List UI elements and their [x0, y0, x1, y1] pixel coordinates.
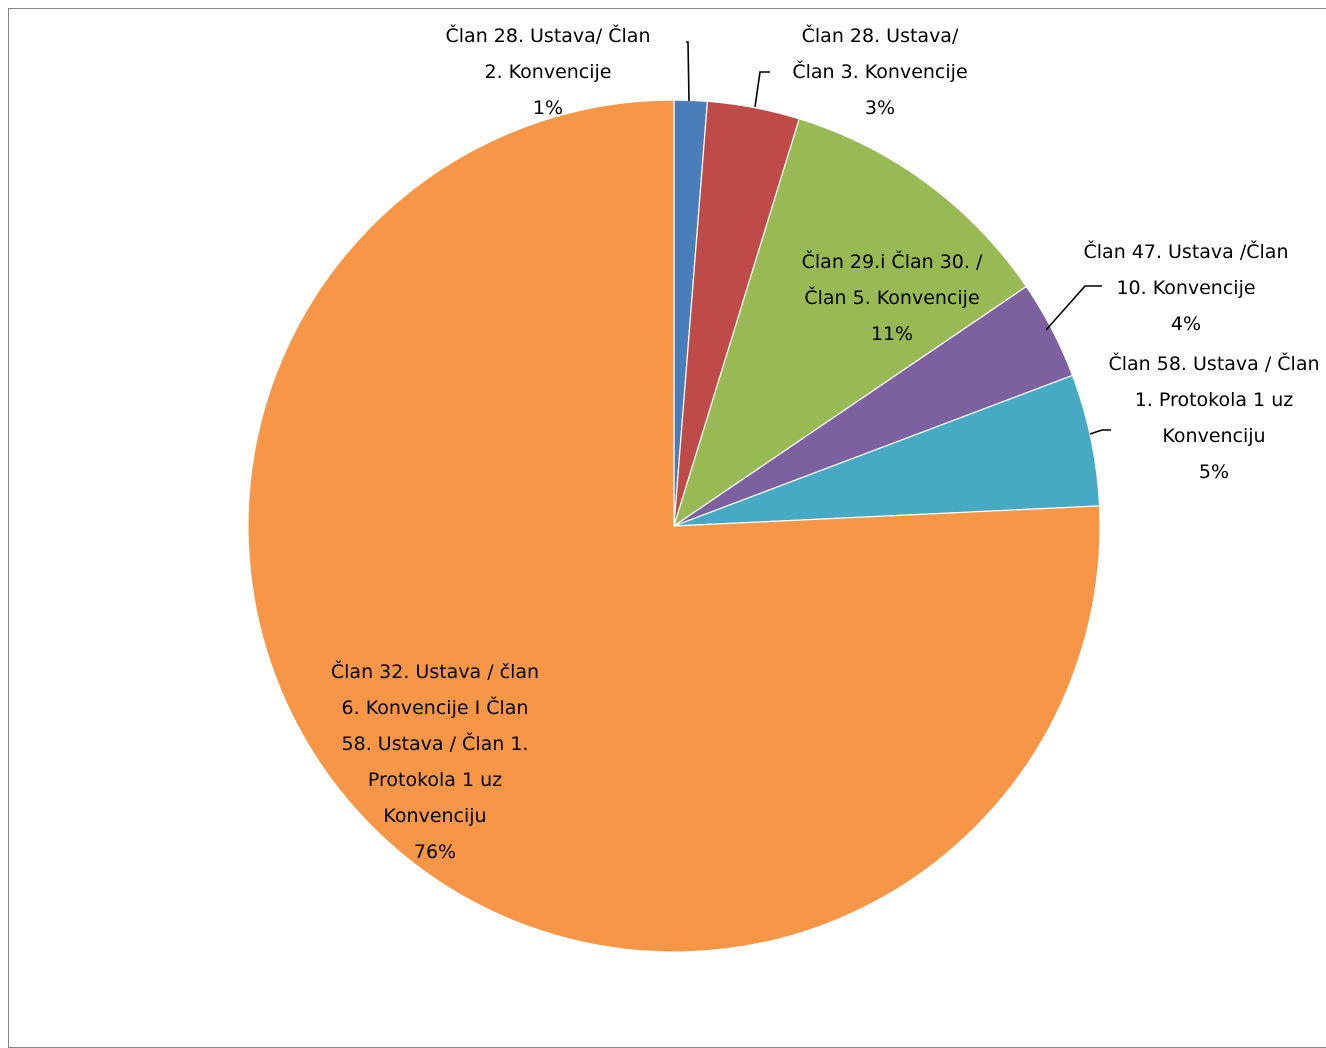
data-label-line: Član 3. Konvencije	[792, 59, 967, 83]
data-label-line: 6. Konvencije I Član	[342, 695, 529, 719]
data-label-percent: 3%	[865, 97, 895, 119]
data-label-4: Član 47. Ustava /Član 10. Konvencije 4%	[1084, 239, 1289, 335]
data-label-line: Član 32. Ustava / član	[331, 659, 539, 683]
data-label-line: Član 28. Ustava/	[802, 23, 959, 47]
data-label-6: Član 32. Ustava / član 6. Konvencije I Čl…	[331, 659, 539, 863]
pie-slice-6	[247, 99, 1101, 953]
leader-lines	[686, 41, 1111, 435]
data-label-percent: 5%	[1199, 461, 1229, 483]
data-label-5: Član 58. Ustava / Član 1. Protokola 1 uz K…	[1108, 351, 1319, 483]
data-label-1: Član 28. Ustava/ Član 2. Konvencije 1%	[446, 23, 651, 119]
data-label-percent: 76%	[414, 841, 456, 863]
leader-line-5	[1089, 429, 1111, 435]
data-label-line: Protokola 1 uz	[368, 769, 502, 791]
data-label-line: 58. Ustava / Član 1.	[342, 731, 529, 755]
data-label-line: 1. Protokola 1 uz	[1135, 389, 1293, 411]
data-label-line: 2. Konvencije	[484, 61, 611, 83]
data-label-line: Konvenciju	[383, 805, 486, 827]
data-label-percent: 4%	[1171, 313, 1201, 335]
data-label-line: Član 47. Ustava /Član	[1084, 239, 1289, 263]
data-label-line: Konvenciju	[1162, 425, 1265, 447]
pie-slices	[247, 99, 1101, 953]
data-label-3: Član 29.i Član 30. / Član 5. Konvencije 11…	[802, 249, 983, 345]
data-label-line: 10. Konvencije	[1116, 277, 1255, 299]
data-label-line: Član 5. Konvencije	[804, 285, 979, 309]
pie-slice-3	[672, 118, 1028, 528]
leader-line-4	[1045, 285, 1102, 331]
data-label-line: Član 29.i Član 30. /	[802, 249, 983, 273]
leader-line-1	[686, 41, 690, 102]
data-label-line: Član 58. Ustava / Član	[1108, 351, 1319, 375]
data-label-percent: 1%	[533, 97, 563, 119]
data-label-2: Član 28. Ustava/Član 3. Konvencije 3%	[792, 23, 967, 119]
data-labels: Član 28. Ustava/ Član 2. Konvencije 1%Član…	[331, 23, 1320, 863]
data-label-line: Član 28. Ustava/ Član	[446, 23, 651, 47]
leader-line-2	[754, 71, 770, 108]
data-label-percent: 11%	[871, 323, 913, 345]
